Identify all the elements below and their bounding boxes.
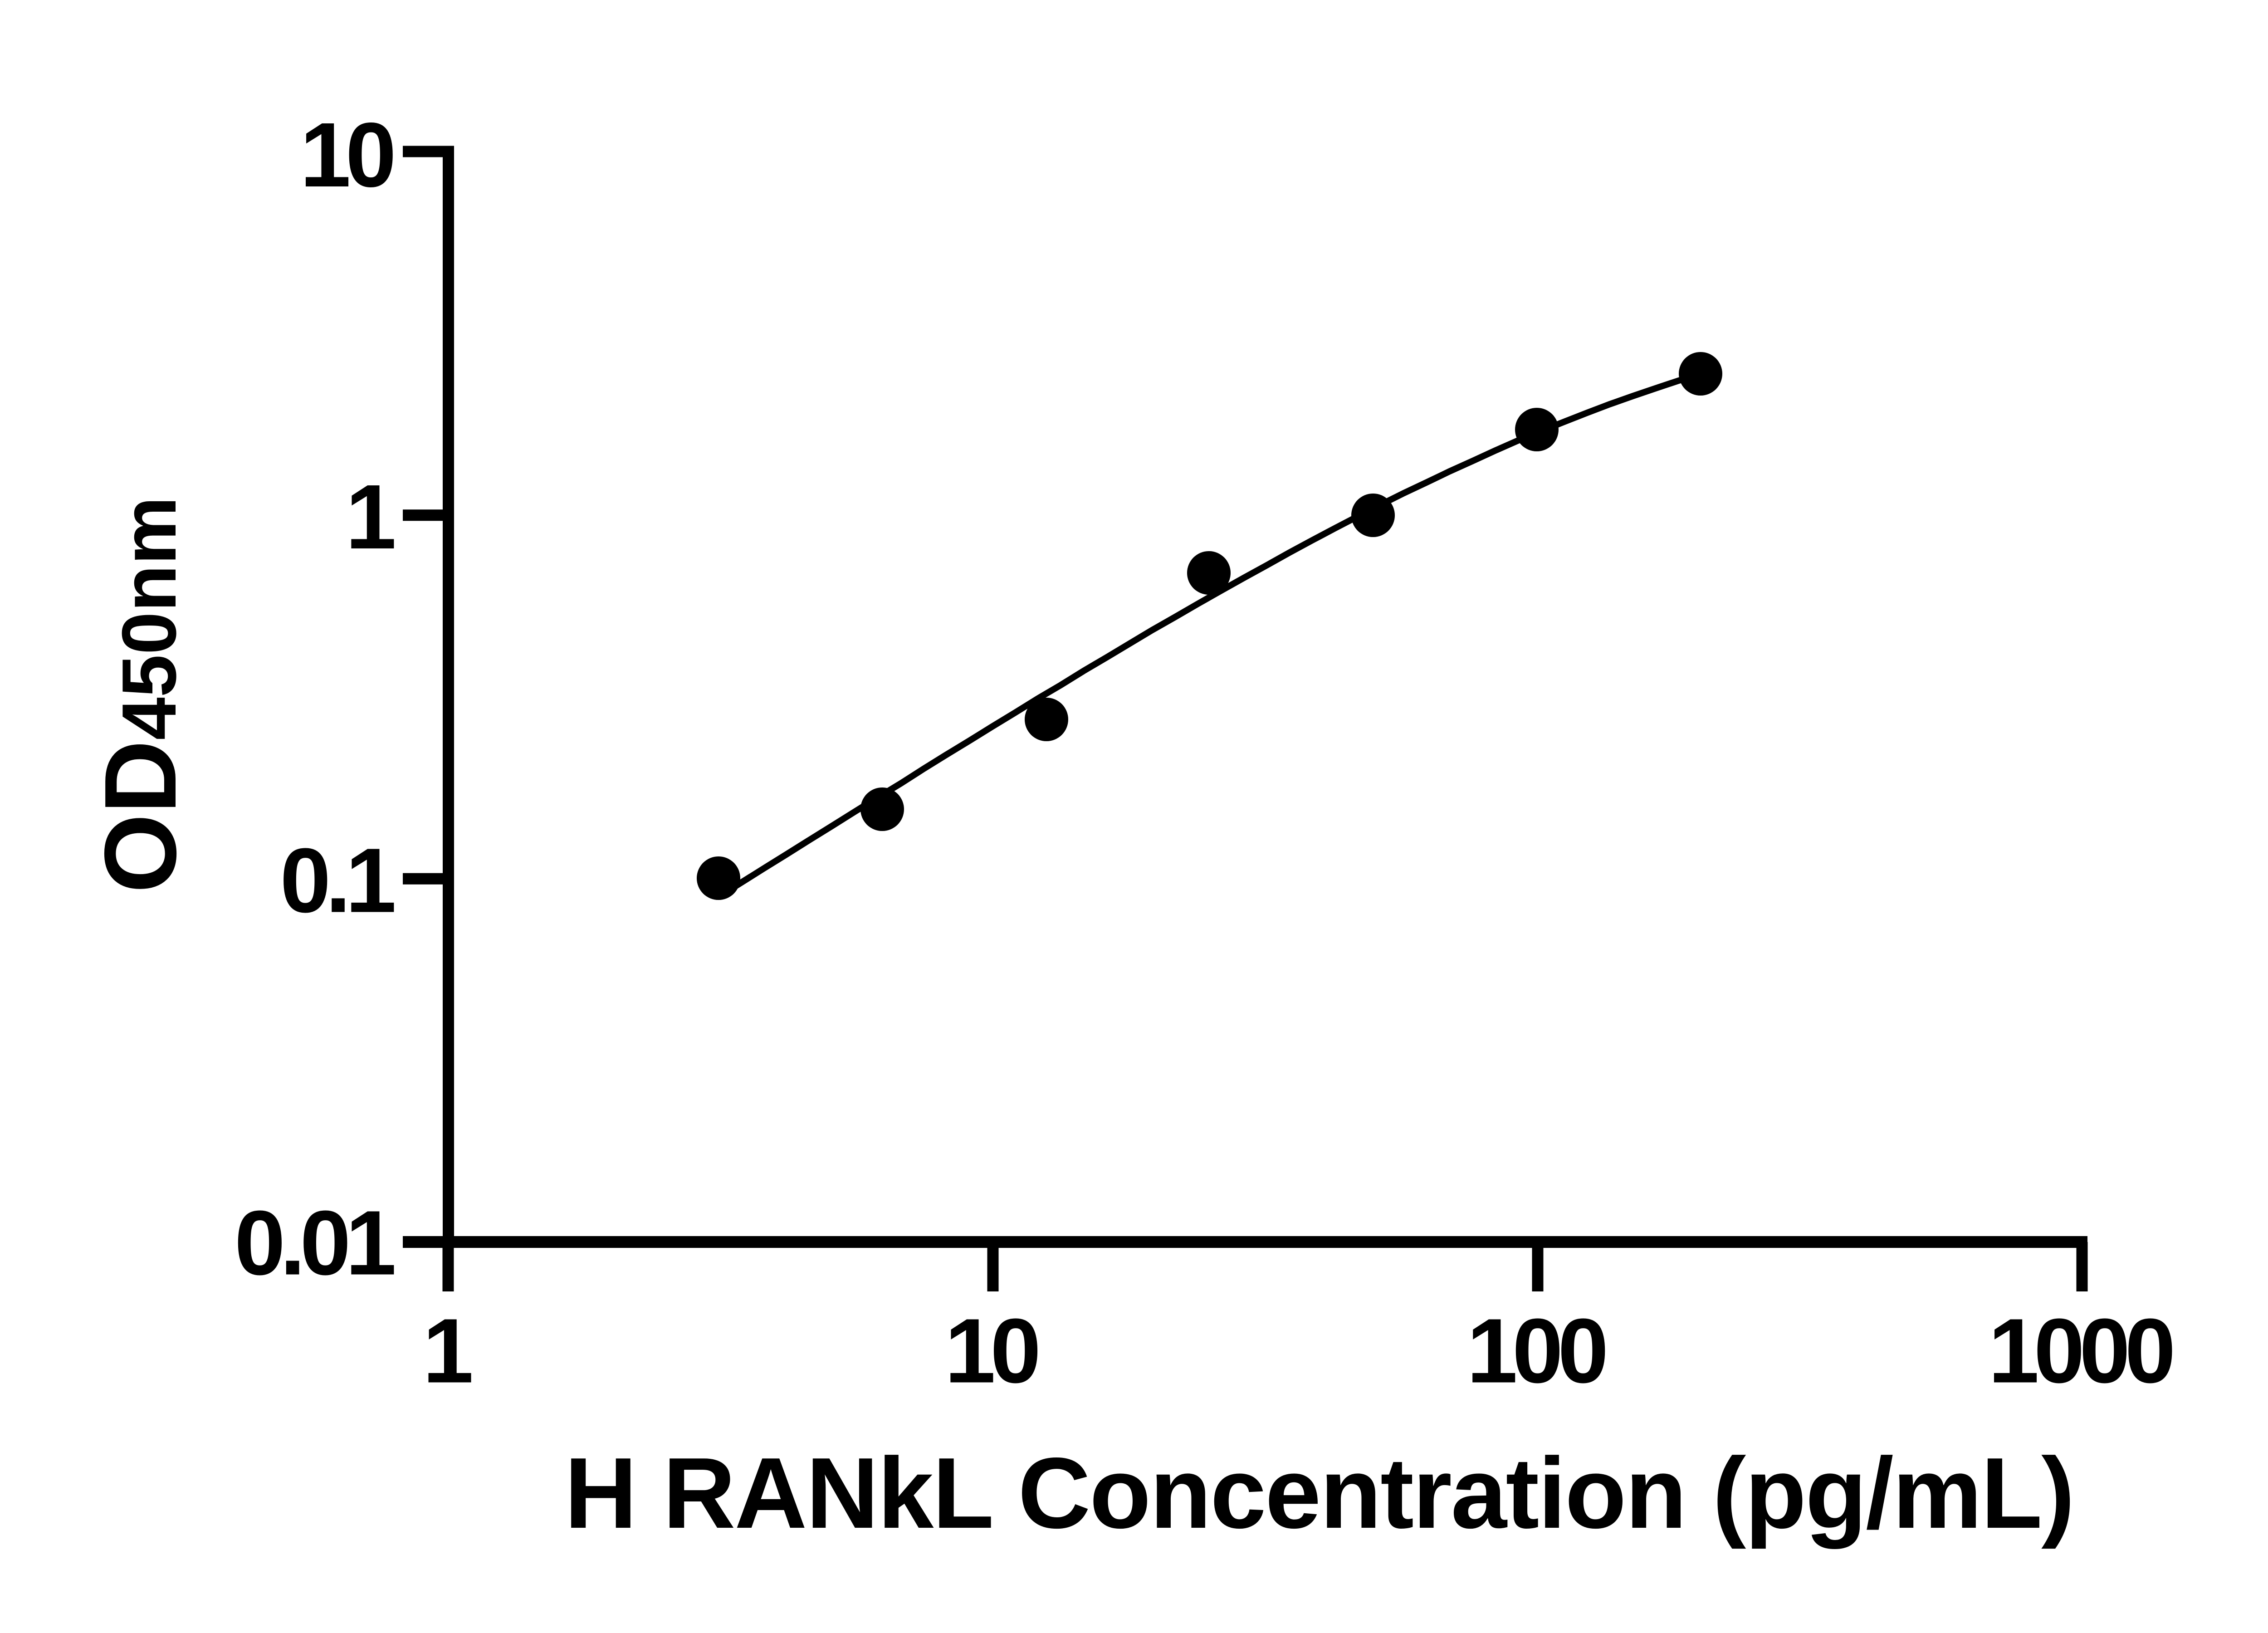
svg-text:1: 1 bbox=[423, 1300, 471, 1402]
svg-text:10: 10 bbox=[945, 1300, 1038, 1402]
svg-text:1: 1 bbox=[346, 465, 394, 568]
svg-text:1000: 1000 bbox=[1988, 1300, 2172, 1402]
svg-text:100: 100 bbox=[1466, 1300, 1605, 1402]
svg-text:0.1: 0.1 bbox=[280, 829, 394, 932]
svg-text:OD450nm: OD450nm bbox=[83, 496, 197, 893]
svg-text:H RANkL Concentration (pg/mL): H RANkL Concentration (pg/mL) bbox=[564, 1437, 2073, 1550]
svg-text:10: 10 bbox=[300, 103, 393, 206]
svg-text:0.01: 0.01 bbox=[235, 1192, 394, 1294]
